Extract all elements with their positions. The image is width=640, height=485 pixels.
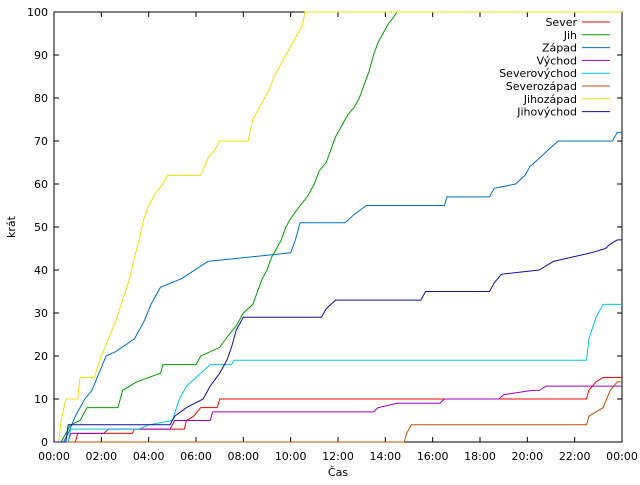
axes: 00:00 02:00 04:00 06:00 08:00 10:00 12:00 14:00… (27, 6, 638, 463)
x-tick-label: 18:00 (464, 450, 496, 463)
x-tick-label: 22:00 (559, 450, 591, 463)
x-tick-label: 02:00 (85, 450, 117, 463)
legend-label: Sever (545, 16, 577, 29)
x-axis-label: Čas (328, 466, 348, 479)
x-tick-label: 20:00 (511, 450, 543, 463)
x-tick-label: 06:00 (180, 450, 212, 463)
y-axis-label: krát (5, 215, 18, 238)
series-line-4 (54, 385, 622, 443)
x-tick-label: 08:00 (227, 450, 259, 463)
legend-label: Severovýchod (499, 67, 577, 80)
series-lines (54, 11, 622, 443)
y-tick-label: 10 (34, 393, 48, 406)
x-tick-label: 10:00 (275, 450, 307, 463)
series-line-2 (54, 11, 622, 443)
x-tick-label: 16:00 (417, 450, 449, 463)
x-tick-label: 00:00 (38, 450, 70, 463)
y-tick-label: 60 (34, 178, 48, 191)
legend-label: Jih (563, 29, 577, 42)
y-tick-label: 70 (34, 135, 48, 148)
series-line-1 (54, 377, 622, 443)
x-tick-label: 12:00 (322, 450, 354, 463)
series-line-3 (54, 131, 622, 443)
y-tick-label: 40 (34, 264, 48, 277)
legend-label: Jihozápad (523, 93, 577, 106)
y-tick-label: 20 (34, 350, 48, 363)
y-tick-label: 50 (34, 221, 48, 234)
y-tick-label: 30 (34, 307, 48, 320)
legend-label: Jihovýchod (516, 106, 577, 119)
x-tick-label: 00:00 (606, 450, 638, 463)
legend: SeverJihZápadVýchodSeverovýchodSeverozáp… (499, 16, 610, 119)
y-tick-label: 100 (27, 6, 48, 19)
y-tick-label: 0 (41, 436, 48, 449)
x-tick-label: 14:00 (369, 450, 401, 463)
series-line-6 (54, 381, 622, 443)
legend-label: Východ (537, 54, 577, 67)
series-line-8 (54, 239, 622, 443)
x-tick-label: 04:00 (133, 450, 165, 463)
legend-label: Západ (542, 42, 577, 55)
y-tick-label: 80 (34, 92, 48, 105)
series-line-7 (54, 11, 622, 443)
y-tick-label: 90 (34, 49, 48, 62)
legend-label: Severozápad (506, 80, 577, 93)
series-line-5 (54, 303, 622, 443)
